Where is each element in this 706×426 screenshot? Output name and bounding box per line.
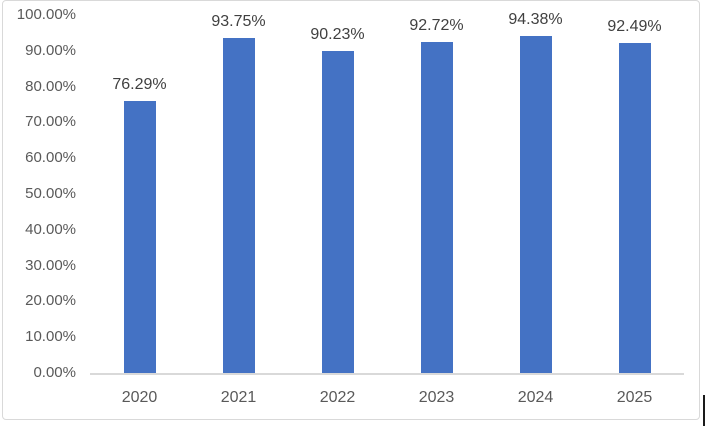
data-label-2023: 92.72% [409,17,464,35]
data-label-2024: 94.38% [508,11,563,29]
bar-2025 [618,42,651,374]
x-axis-tick-label: 2021 [220,389,257,406]
y-axis-tick-label: 80.00% [25,77,76,95]
bar-2023 [420,42,453,374]
y-axis-tick-label: 10.00% [25,328,76,346]
y-axis-tick-label: 40.00% [25,220,76,238]
x-axis-tick-label: 2025 [616,389,653,406]
y-axis-tick-label: 60.00% [25,149,76,167]
x-axis-tick-label: 2020 [121,389,158,406]
y-axis-tick-label: 70.00% [25,113,76,131]
data-label-2025: 92.49% [607,17,662,35]
y-axis-tick-label: 30.00% [25,256,76,274]
screen-edge-artifact [703,395,705,426]
y-axis-tick-label: 50.00% [25,185,76,202]
y-axis-tick-label: 0.00% [33,364,76,381]
x-axis-line [90,373,684,375]
bar-2020 [123,100,156,374]
x-axis-tick-label: 2023 [418,389,455,406]
data-label-2021: 93.75% [211,13,266,31]
y-axis-tick-label: 90.00% [25,41,76,59]
y-axis-tick-label: 100.00% [16,6,76,23]
bar-2024 [519,36,552,374]
y-axis-tick-label: 20.00% [25,292,76,310]
data-label-2022: 90.23% [310,25,365,43]
bar-2022 [321,50,354,374]
x-axis-tick-label: 2024 [517,389,554,406]
x-axis-tick-label: 2022 [319,389,356,406]
data-label-2020: 76.29% [112,75,167,93]
bar-2021 [222,38,255,374]
